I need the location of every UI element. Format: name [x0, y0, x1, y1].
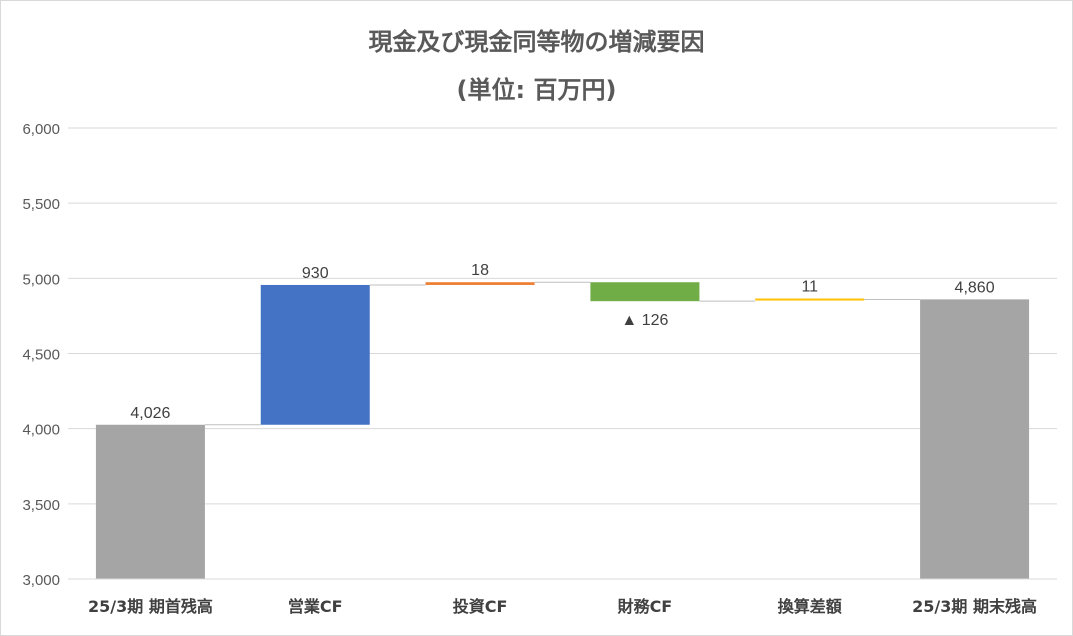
x-category-label: 財務CF — [618, 597, 673, 616]
x-category-label: 投資CF — [453, 597, 508, 616]
y-tick-label: 3,000 — [22, 572, 60, 589]
data-label: 11 — [801, 279, 818, 296]
bar — [590, 282, 700, 302]
data-label: 930 — [302, 265, 329, 282]
bar — [755, 298, 865, 301]
x-category-label: 25/3期 期首残高 — [88, 597, 213, 616]
y-tick-label: 5,000 — [22, 271, 60, 288]
bar — [260, 284, 370, 425]
y-tick-label: 4,500 — [22, 347, 60, 364]
x-category-label: 25/3期 期末残高 — [912, 597, 1037, 616]
y-tick-label: 5,500 — [22, 196, 60, 213]
bar — [920, 299, 1030, 579]
y-tick-label: 3,500 — [22, 497, 60, 514]
y-tick-label: 4,000 — [22, 422, 60, 439]
chart-subtitle: (単位: 百万円) — [456, 76, 617, 104]
bar — [95, 424, 205, 579]
x-category-label: 営業CF — [288, 597, 343, 616]
data-label: 4,026 — [130, 405, 170, 422]
x-category-label: 換算差額 — [778, 597, 842, 616]
data-label: 18 — [471, 262, 489, 279]
data-label: ▲ 126 — [621, 312, 668, 329]
chart-title: 現金及び現金同等物の増減要因 — [368, 28, 705, 56]
y-tick-label: 6,000 — [22, 121, 60, 138]
data-label: 4,860 — [955, 279, 995, 296]
bar — [425, 282, 535, 285]
